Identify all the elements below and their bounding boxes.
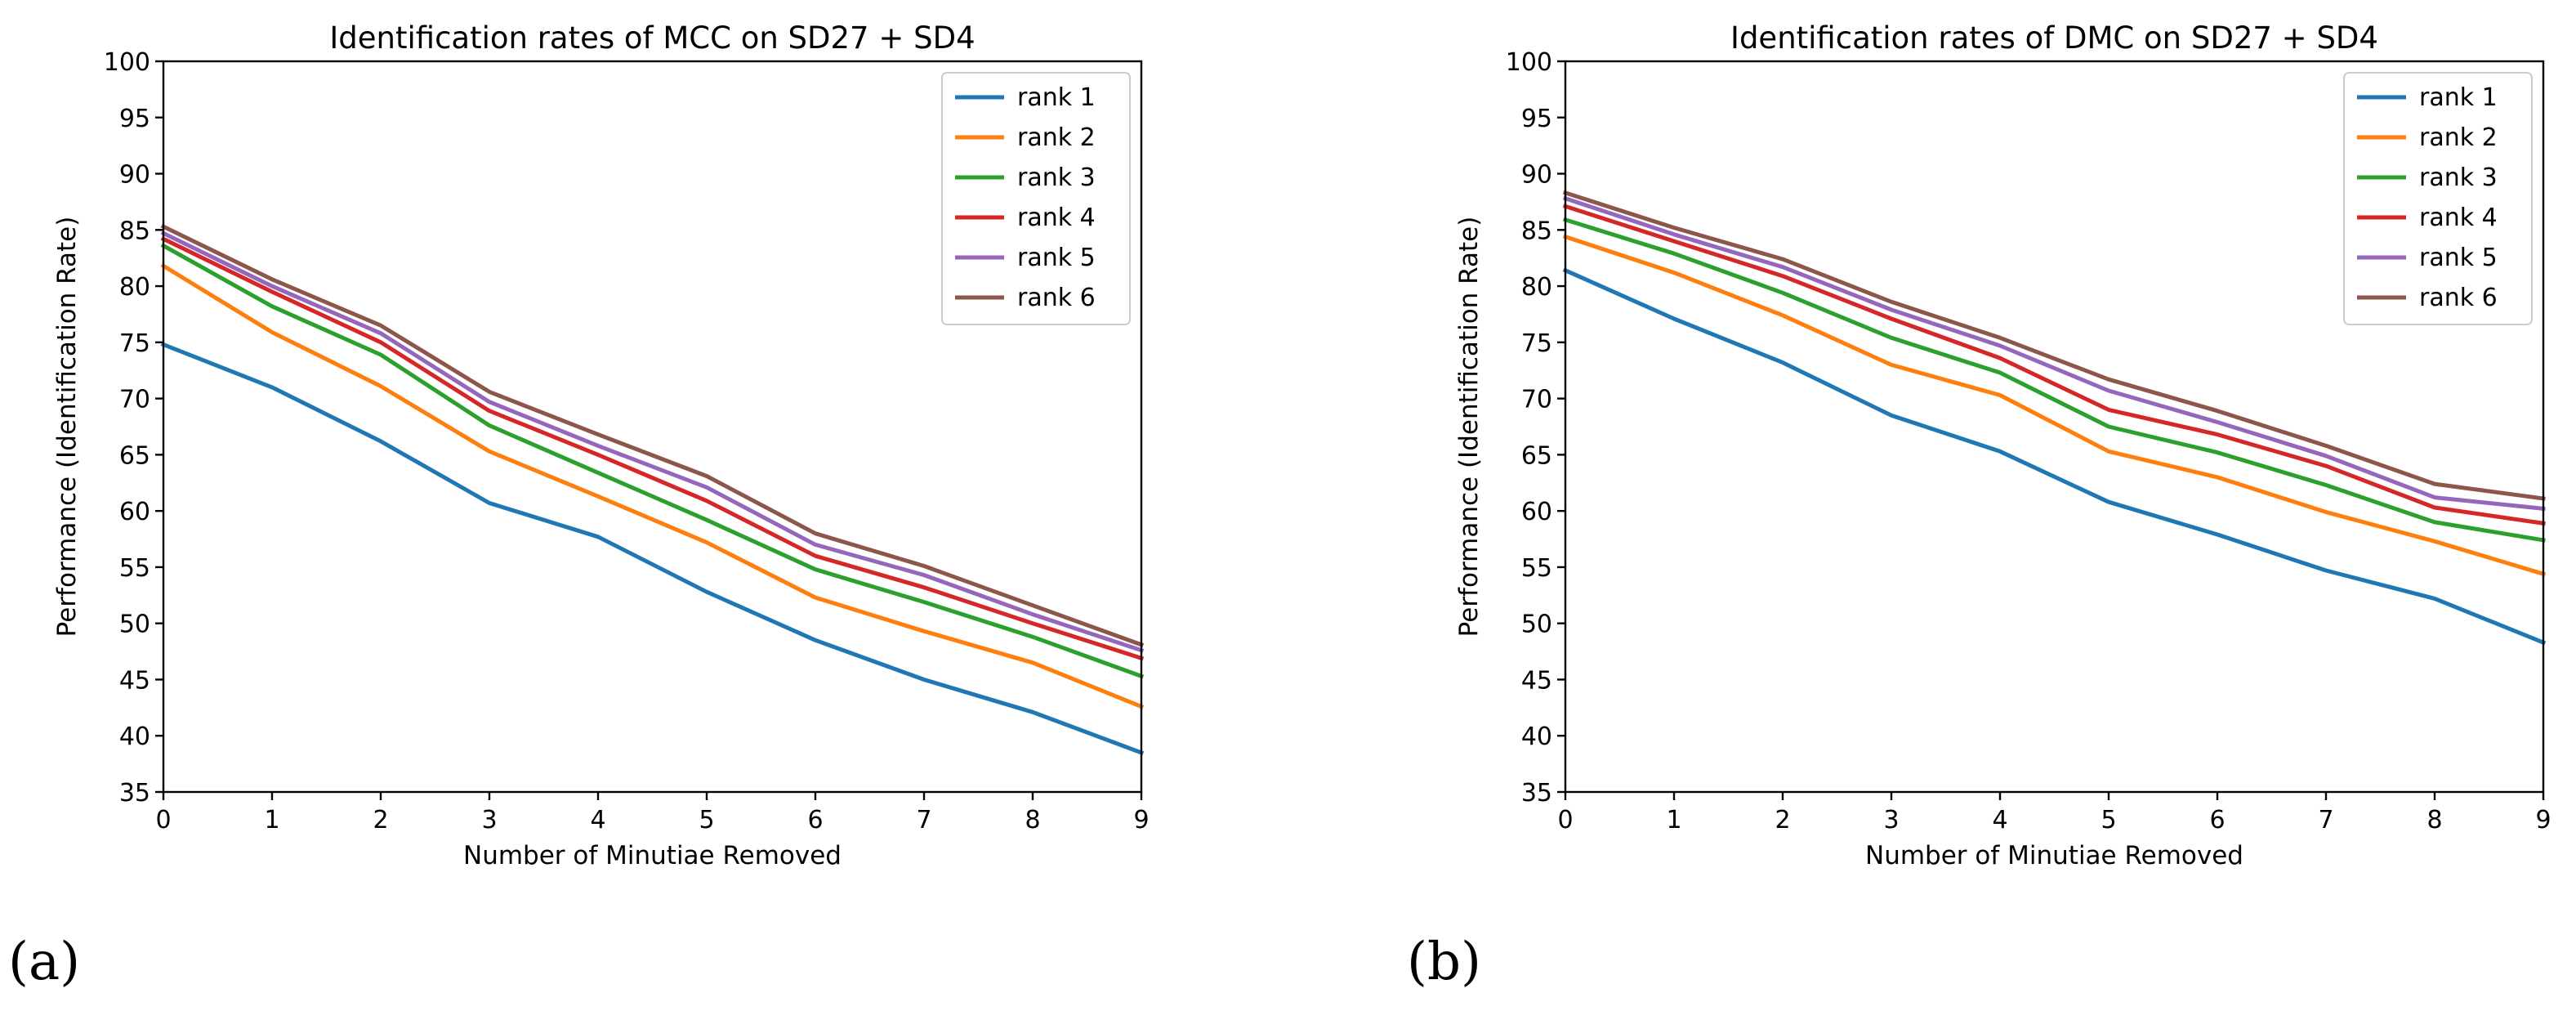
series-line-rank-6 bbox=[160, 223, 1145, 648]
x-tick-label: 5 bbox=[2101, 806, 2116, 834]
y-tick-label: 50 bbox=[1521, 611, 1552, 639]
x-axis-title: Number of Minutiae Removed bbox=[1865, 841, 2243, 870]
legend-label-rank-4: rank 4 bbox=[2419, 204, 2498, 232]
series-line-rank-6 bbox=[1562, 190, 2546, 501]
y-tick-label: 35 bbox=[1521, 779, 1552, 808]
x-tick-label: 3 bbox=[1883, 806, 1899, 834]
legend-label-rank-5: rank 5 bbox=[1017, 244, 1096, 272]
x-tick-label: 5 bbox=[699, 806, 714, 834]
x-tick-label: 0 bbox=[1557, 806, 1573, 834]
x-axis-title: Number of Minutiae Removed bbox=[463, 841, 842, 870]
legend-label-rank-2: rank 2 bbox=[2419, 123, 2498, 152]
series-line-rank-3 bbox=[160, 243, 1145, 679]
y-tick-label: 90 bbox=[1521, 161, 1552, 190]
series-line-rank-3 bbox=[1562, 217, 2546, 543]
x-tick-label: 6 bbox=[2209, 806, 2225, 834]
series-line-rank-1 bbox=[1562, 267, 2547, 646]
series-line-rank-4 bbox=[1562, 204, 2546, 526]
y-tick-label: 70 bbox=[119, 386, 150, 414]
legend-label-rank-6: rank 6 bbox=[2419, 284, 2498, 312]
x-tick-label: 4 bbox=[590, 806, 605, 834]
y-tick-label: 35 bbox=[119, 779, 150, 808]
x-tick-label: 3 bbox=[481, 806, 497, 834]
series-line-rank-4 bbox=[160, 235, 1145, 661]
y-tick-label: 80 bbox=[119, 273, 150, 302]
x-tick-label: 9 bbox=[1133, 806, 1149, 834]
x-tick-label: 7 bbox=[916, 806, 931, 834]
y-tick-label: 55 bbox=[119, 554, 150, 583]
y-tick-label: 75 bbox=[1521, 329, 1552, 358]
y-tick-label: 40 bbox=[1521, 722, 1552, 751]
legend: rank 1 rank 2 rank 3 rank 4 rank 5 rank 6 bbox=[2343, 72, 2533, 325]
x-tick-label: 8 bbox=[2426, 806, 2442, 834]
y-axis-title: Performance (Identification Rate) bbox=[52, 217, 82, 638]
y-tick-label: 95 bbox=[119, 105, 150, 133]
legend-label-rank-3: rank 3 bbox=[1017, 163, 1096, 192]
legend-label-rank-5: rank 5 bbox=[2419, 244, 2498, 272]
y-tick-label: 65 bbox=[1521, 441, 1552, 470]
y-tick-label: 70 bbox=[1521, 386, 1552, 414]
y-tick-label: 45 bbox=[119, 666, 150, 695]
x-tick-label: 6 bbox=[807, 806, 823, 834]
x-tick-label: 8 bbox=[1025, 806, 1040, 834]
y-tick-label: 90 bbox=[119, 161, 150, 190]
series-line-rank-5 bbox=[1562, 195, 2546, 512]
y-tick-label: 50 bbox=[119, 611, 150, 639]
y-tick-label: 85 bbox=[119, 217, 150, 245]
x-tick-label: 7 bbox=[2318, 806, 2333, 834]
panel-label: (a) bbox=[8, 932, 80, 992]
legend-label-rank-1: rank 1 bbox=[1017, 83, 1096, 112]
y-tick-label: 60 bbox=[119, 498, 150, 526]
y-tick-label: 75 bbox=[119, 329, 150, 358]
y-tick-label: 40 bbox=[119, 722, 150, 751]
plot-frame bbox=[1564, 60, 2545, 794]
x-tick-label: 2 bbox=[1775, 806, 1790, 834]
y-tick-label: 100 bbox=[104, 48, 150, 77]
chart-panel-b: Identification rates of DMC on SD27 + SD… bbox=[1407, 20, 2551, 992]
x-tick-label: 1 bbox=[264, 806, 279, 834]
legend-label-rank-2: rank 2 bbox=[1017, 123, 1096, 152]
y-tick-label: 95 bbox=[1521, 105, 1552, 133]
chart-title: Identification rates of DMC on SD27 + SD… bbox=[1730, 20, 2378, 56]
plot-frame bbox=[162, 60, 1143, 794]
x-tick-label: 1 bbox=[1666, 806, 1681, 834]
panel-label: (b) bbox=[1407, 932, 1481, 992]
y-tick-label: 55 bbox=[1521, 554, 1552, 583]
legend: rank 1 rank 2 rank 3 rank 4 rank 5 rank 6 bbox=[941, 72, 1131, 325]
legend-label-rank-1: rank 1 bbox=[2419, 83, 2498, 112]
y-tick-label: 45 bbox=[1521, 666, 1552, 695]
y-tick-label: 65 bbox=[119, 441, 150, 470]
x-tick-label: 4 bbox=[1992, 806, 2007, 834]
y-tick-label: 60 bbox=[1521, 498, 1552, 526]
legend-label-rank-3: rank 3 bbox=[2419, 163, 2498, 192]
legend-label-rank-4: rank 4 bbox=[1017, 204, 1096, 232]
series-line-rank-1 bbox=[160, 342, 1145, 756]
x-tick-label: 2 bbox=[373, 806, 388, 834]
x-tick-label: 0 bbox=[155, 806, 171, 834]
chart-panel-a: Identification rates of MCC on SD27 + SD… bbox=[8, 20, 1150, 992]
series-line-rank-2 bbox=[160, 262, 1145, 709]
x-tick-label: 9 bbox=[2535, 806, 2551, 834]
y-tick-label: 100 bbox=[1506, 48, 1552, 77]
legend-label-rank-6: rank 6 bbox=[1017, 284, 1096, 312]
y-tick-label: 85 bbox=[1521, 217, 1552, 245]
series-line-rank-5 bbox=[160, 230, 1145, 653]
chart-title: Identification rates of MCC on SD27 + SD… bbox=[329, 20, 975, 56]
series-line-rank-2 bbox=[1562, 234, 2547, 577]
y-tick-label: 80 bbox=[1521, 273, 1552, 302]
y-axis-title: Performance (Identification Rate) bbox=[1454, 217, 1484, 638]
